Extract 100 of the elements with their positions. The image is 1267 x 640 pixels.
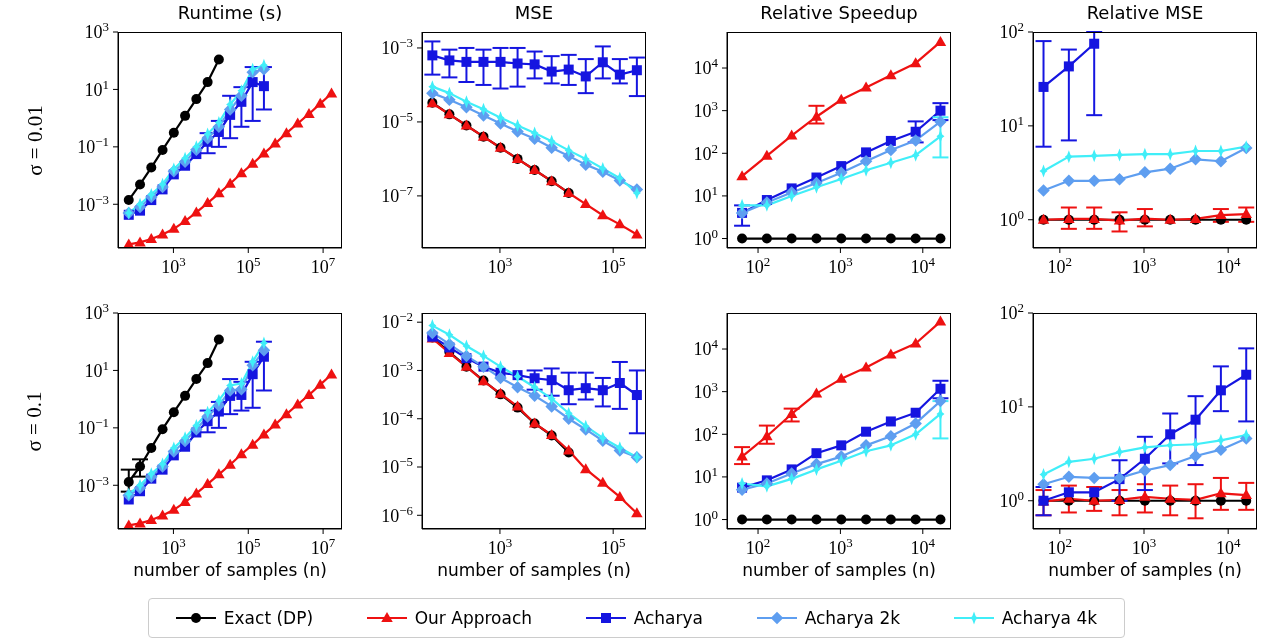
x-axis-title: number of samples (n) xyxy=(437,560,631,580)
point xyxy=(546,375,557,386)
point xyxy=(134,517,146,528)
y-tick-label: 10$^{−2}$ xyxy=(381,308,413,333)
point xyxy=(579,198,592,209)
point xyxy=(761,149,773,160)
point xyxy=(1240,208,1252,219)
point xyxy=(614,490,626,501)
point xyxy=(280,127,293,138)
point xyxy=(325,368,338,379)
point xyxy=(325,87,338,98)
point xyxy=(546,66,557,77)
point xyxy=(737,233,748,244)
y-tick-label: 10$^{−3}$ xyxy=(77,472,109,496)
point xyxy=(934,115,947,128)
point xyxy=(461,56,472,67)
point xyxy=(614,218,626,229)
point xyxy=(545,400,558,413)
y-tick-label: 10$^{−1}$ xyxy=(77,133,109,158)
legend-label: Exact (DP) xyxy=(223,608,314,628)
point xyxy=(934,315,947,326)
y-tick-label: 10$^{1}$ xyxy=(84,357,109,381)
point xyxy=(269,418,281,429)
x-tick-label: 10$^{5}$ xyxy=(600,253,626,278)
point xyxy=(909,57,922,68)
point xyxy=(884,429,898,443)
point xyxy=(910,407,921,418)
point xyxy=(909,417,922,430)
point xyxy=(191,94,202,105)
point xyxy=(314,378,326,389)
point xyxy=(269,137,281,148)
x-tick-label: 10$^{3}$ xyxy=(1131,253,1157,278)
y-tick-label: 10$^{−3}$ xyxy=(381,34,413,59)
point xyxy=(443,337,456,351)
point xyxy=(303,107,315,118)
point xyxy=(1215,385,1226,396)
point xyxy=(836,233,847,244)
point xyxy=(224,177,236,188)
point xyxy=(910,514,921,525)
point xyxy=(1190,414,1201,425)
point xyxy=(427,50,438,61)
y-tick-label: 10$^{−7}$ xyxy=(381,182,414,207)
x-tick-label: 10$^{3}$ xyxy=(487,534,513,559)
point xyxy=(860,81,872,92)
y-tick-label: 10$^{2}$ xyxy=(999,299,1024,324)
y-tick-label: 10$^{3}$ xyxy=(693,378,718,402)
point xyxy=(168,407,179,418)
point xyxy=(1089,487,1100,498)
point xyxy=(146,442,157,453)
point xyxy=(737,514,748,525)
point xyxy=(134,236,146,247)
point xyxy=(761,514,772,525)
point xyxy=(495,56,506,67)
y-tick-label: 10$^{1}$ xyxy=(84,76,109,100)
chart-title: MSE xyxy=(514,2,554,23)
legend-label: Our Approach xyxy=(414,608,533,628)
x-tick-label: 10$^{4}$ xyxy=(910,534,936,559)
x-tick-label: 10$^{3}$ xyxy=(828,253,853,278)
point xyxy=(512,58,523,69)
chart-title: Relative MSE xyxy=(1086,2,1204,23)
x-axis-title: number of samples (n) xyxy=(133,560,327,580)
point xyxy=(1214,154,1228,168)
point xyxy=(1138,166,1152,179)
point xyxy=(1165,429,1176,440)
x-tick-label: 10$^{2}$ xyxy=(745,534,771,559)
point xyxy=(1087,471,1101,485)
point xyxy=(247,369,258,380)
point xyxy=(511,380,524,394)
x-tick-label: 10$^{4}$ xyxy=(1215,534,1241,559)
point xyxy=(580,71,591,82)
point xyxy=(135,461,146,472)
point xyxy=(168,222,180,233)
point xyxy=(563,64,574,75)
point xyxy=(631,390,642,401)
point xyxy=(145,232,158,243)
x-tick-label: 10$^{3}$ xyxy=(828,534,853,559)
y-tick-label: 10$^{0}$ xyxy=(693,225,718,249)
y-tick-label: 10$^{3}$ xyxy=(84,299,109,324)
y-tick-label: 10$^{2}$ xyxy=(693,421,718,445)
point xyxy=(861,147,872,158)
point xyxy=(934,394,947,408)
point xyxy=(179,496,191,507)
point xyxy=(1062,470,1076,484)
point xyxy=(761,233,772,244)
point xyxy=(1139,490,1151,501)
point xyxy=(614,378,625,388)
y-tick-label: 10$^{4}$ xyxy=(693,335,719,360)
point xyxy=(810,387,823,398)
y-tick-label: 10$^{−3}$ xyxy=(77,191,109,215)
point xyxy=(910,233,921,244)
point xyxy=(246,438,259,449)
point xyxy=(246,157,259,168)
point xyxy=(885,416,896,427)
point xyxy=(631,65,642,76)
point xyxy=(861,426,872,437)
point xyxy=(1063,487,1074,498)
point xyxy=(258,81,269,92)
point xyxy=(786,233,797,244)
point xyxy=(213,334,224,345)
y-tick-label: 10$^{3}$ xyxy=(84,18,109,43)
